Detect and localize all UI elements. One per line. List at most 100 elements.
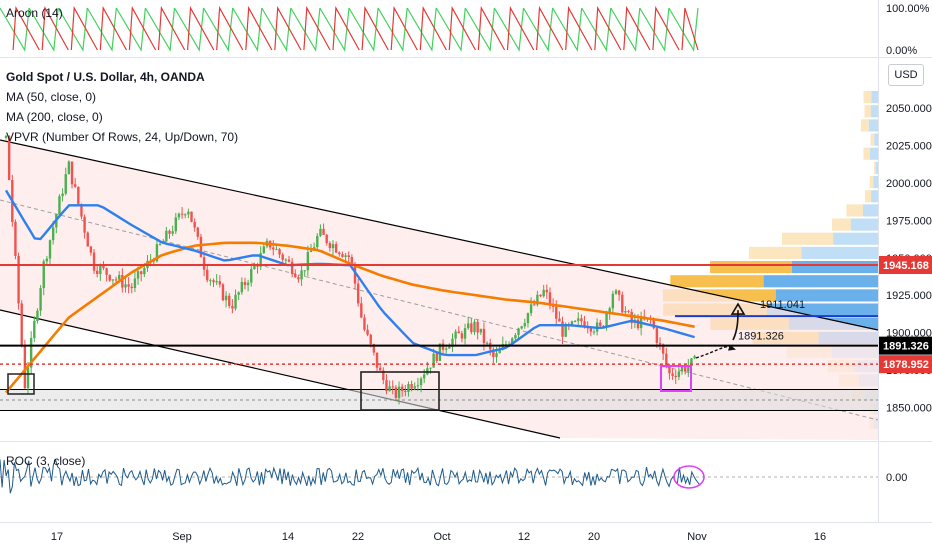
candle-body (583, 321, 586, 328)
volume-bar-up (791, 261, 878, 274)
aroon-label: Aroon (14) (6, 6, 63, 20)
candle-body (117, 275, 121, 280)
volume-bar-down (832, 218, 851, 231)
volume-bar-down (869, 176, 874, 189)
candle-body (36, 310, 39, 321)
candle-body (67, 161, 71, 175)
vpvr-label[interactable]: VPVR (Number Of Rows, 24, Up/Down, 70) (6, 130, 239, 144)
candle-body (485, 342, 489, 344)
candle-body (410, 384, 413, 389)
candle-body (539, 294, 542, 297)
candle-body (275, 249, 278, 251)
volume-bar-up (763, 275, 878, 288)
candle-body (435, 353, 438, 361)
candle-body (580, 318, 583, 322)
candle-body (99, 266, 102, 274)
candle-body (397, 386, 401, 398)
candle-body (683, 366, 687, 372)
price-tag-label: 1878.952 (883, 359, 929, 371)
candle-body (206, 269, 209, 281)
candle-body (143, 268, 146, 275)
candle-body (501, 344, 504, 350)
time-axis-tick: 20 (588, 531, 600, 543)
candle-body (680, 366, 684, 372)
candle-body (419, 378, 423, 386)
time-axis-tick: Nov (687, 531, 707, 543)
candle-body (136, 271, 140, 279)
volume-bar-up (862, 204, 878, 217)
volume-bar-up (833, 232, 878, 245)
candle-body (281, 254, 284, 260)
candle-body (495, 353, 498, 358)
candle-body (479, 328, 482, 333)
roc-label[interactable]: ROC (3, close) (6, 454, 86, 468)
candle-body (237, 292, 240, 295)
candle-body (592, 331, 596, 333)
aroon-legend: Aroon (14) (6, 3, 63, 23)
candle-body (690, 358, 693, 367)
candle-body (105, 268, 108, 275)
candle-body (661, 344, 665, 354)
candle-body (589, 328, 593, 332)
aroon-tick-bottom: 0.00% (886, 45, 917, 57)
candle-body (356, 283, 360, 304)
aroon-tick-top: 100.00% (886, 3, 930, 15)
candle-body (174, 217, 177, 232)
candle-body (17, 255, 20, 304)
time-axis-tick: 12 (518, 531, 530, 543)
candle-body (391, 386, 394, 388)
candle-body (303, 270, 306, 272)
left-low-box (7, 373, 35, 395)
candle-body (127, 284, 130, 287)
candle-body (14, 221, 17, 256)
candle-body (454, 331, 457, 339)
candle-body (341, 254, 344, 257)
candle-body (4, 135, 8, 138)
candle-body (363, 317, 366, 330)
candle-body (460, 333, 464, 339)
candle-body (240, 281, 244, 293)
candle-body (187, 211, 190, 215)
volume-bar-down (874, 161, 876, 174)
candle-body (533, 304, 536, 306)
ma200-label[interactable]: MA (200, close, 0) (6, 110, 103, 124)
candle-body (290, 261, 294, 274)
candle-body (482, 328, 486, 344)
candle-body (511, 338, 514, 344)
volume-bar-up (870, 105, 878, 118)
candle-body (218, 281, 222, 285)
projection-arrowhead-1 (728, 344, 736, 351)
candle-body (262, 246, 266, 254)
candle-body (382, 370, 385, 381)
projection-annotations: 1911.041 1891.326 (695, 299, 805, 359)
volume-bar-up (875, 161, 878, 174)
ma50-label[interactable]: MA (50, close, 0) (6, 90, 97, 104)
candle-body (429, 367, 432, 369)
candle-body (577, 318, 580, 321)
candle-body (33, 320, 36, 339)
volume-bar-up (874, 133, 878, 146)
candle-body (523, 323, 527, 327)
candle-body (658, 342, 662, 345)
candle-body (221, 284, 225, 301)
candle-body (400, 386, 404, 391)
candle-body (294, 273, 297, 278)
candle-body (504, 343, 508, 345)
volume-bar-down (864, 190, 872, 203)
candle-body (671, 373, 674, 376)
volume-bar-down (670, 275, 764, 288)
candle-body (140, 271, 143, 275)
candle-body (608, 308, 611, 313)
candle-body (350, 257, 354, 264)
candle-body (29, 338, 33, 368)
time-axis-tick: Oct (433, 531, 450, 543)
candle-body (180, 213, 184, 215)
price-axis-tick: 2050.000 (886, 103, 932, 115)
volume-bar-up (873, 176, 878, 189)
candle-body (58, 196, 61, 215)
currency-button[interactable]: USD (888, 64, 924, 86)
candle-body (234, 294, 237, 309)
candle-body (668, 365, 671, 374)
candle-body (448, 346, 451, 349)
